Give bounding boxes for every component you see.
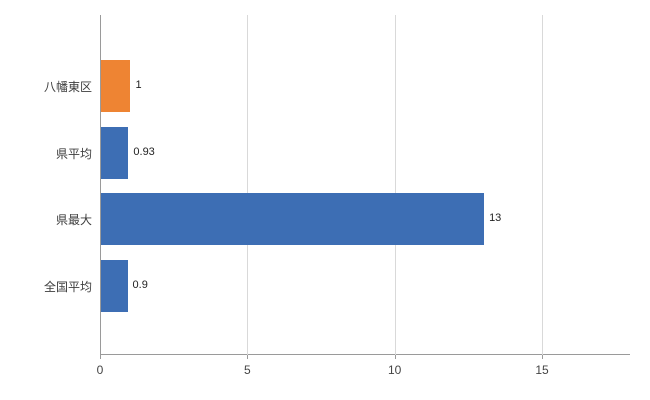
category-label: 県最大	[55, 213, 92, 227]
x-tick-label: 5	[243, 363, 251, 377]
category-label: 八幡東区	[43, 80, 92, 94]
bar-value-label: 13	[489, 212, 502, 224]
bar-value-label: 0.9	[132, 278, 148, 291]
bar	[101, 193, 485, 245]
bar	[101, 259, 128, 312]
x-axis-tick	[100, 355, 101, 359]
x-axis-tick	[394, 355, 396, 359]
bar	[101, 126, 129, 179]
x-axis-tick	[542, 355, 543, 359]
plot-area	[100, 15, 630, 355]
x-tick-label: 15	[535, 363, 549, 377]
gridline	[542, 15, 543, 355]
x-tick-label: 0	[96, 363, 104, 377]
bar	[101, 60, 131, 112]
category-label: 県平均	[55, 146, 92, 161]
x-axis-tick	[247, 355, 249, 359]
bar-value-label: 0.93	[133, 145, 155, 158]
gridline	[394, 15, 396, 355]
gridline	[247, 15, 249, 355]
x-tick-label: 10	[387, 363, 402, 377]
category-label: 全国平均	[43, 279, 92, 294]
bar-value-label: 1	[135, 79, 142, 91]
